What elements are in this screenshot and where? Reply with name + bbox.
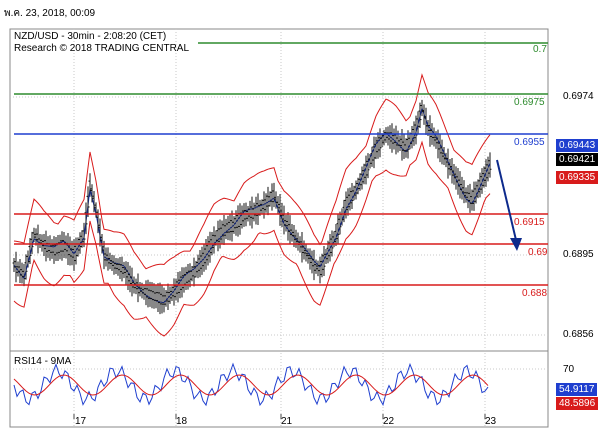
level-label-0: 0.7 [533,44,547,55]
rsi-tick-70: 70 [563,364,575,375]
symbol-line: NZD/USD - 30min - 2:08:20 (CET) [14,31,167,42]
date-time-label: พ.ค. 23, 2018, 00:09 [4,8,96,19]
support-resistance-lines [14,42,548,286]
price-tick-2: 0.6856 [563,329,594,340]
time-tick-18: 18 [176,416,188,427]
rsi-indicator [13,362,489,407]
level-label-1: 0.6975 [514,97,545,108]
price-tick-1: 0.6895 [563,249,594,260]
level-label-3: 0.6915 [514,217,545,228]
bollinger-upper [13,73,491,270]
research-line: Research © 2018 TRADING CENTRAL [14,43,190,54]
time-tick-22: 22 [383,416,395,427]
price-badge-red: 0.69335 [556,171,599,184]
time-tick-17: 17 [75,416,87,427]
time-tick-23: 23 [485,416,497,427]
price-badge-current: 0.69421 [556,153,599,166]
vertical-grid [73,29,486,427]
bollinger-lower [13,140,491,337]
rsi-value-badge: 54.9117 [556,383,598,396]
price-badge-blue: 0.69443 [556,139,599,152]
forecast-arrow [496,159,522,251]
price-tick-0: 0.6974 [563,91,594,102]
time-tick-21: 21 [281,416,293,427]
rsi-ma-line [13,374,489,396]
rsi-ma-badge: 48.5896 [556,397,599,410]
rsi-title: RSI14 - 9MA [14,356,72,367]
level-label-5: 0.688 [522,288,548,299]
rsi-line [13,362,489,407]
level-label-2: 0.6955 [514,137,545,148]
level-label-4: 0.69 [528,247,548,258]
